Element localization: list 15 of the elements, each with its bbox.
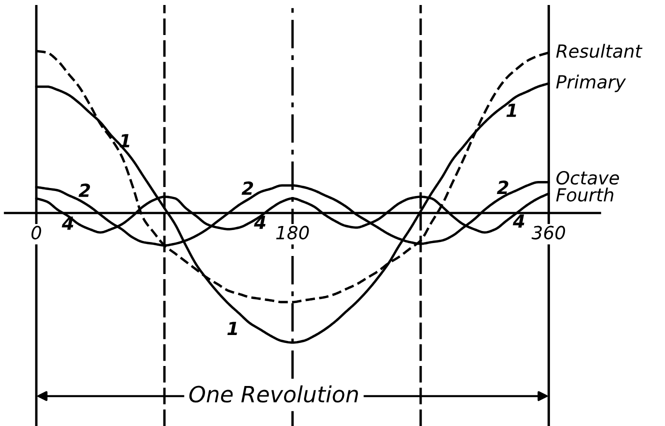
annotation: 4 [254,216,266,229]
series-label: Primary [556,74,626,92]
series-label: Octave [556,170,619,185]
annotation: 1 [506,104,516,117]
annotation: 2 [496,180,508,194]
series-label: Fourth [556,188,614,202]
x-tick-label: 180 [276,226,309,240]
text: One Revolution [189,385,358,403]
annotation: 2 [78,184,90,197]
annotation: 4 [512,214,524,228]
annotation: 2 [242,181,254,195]
x-tick-label: 0 [31,226,42,240]
annotation: 1 [227,322,238,335]
series-label: Resultant [556,44,642,58]
x-tick-label: 360 [532,226,566,240]
